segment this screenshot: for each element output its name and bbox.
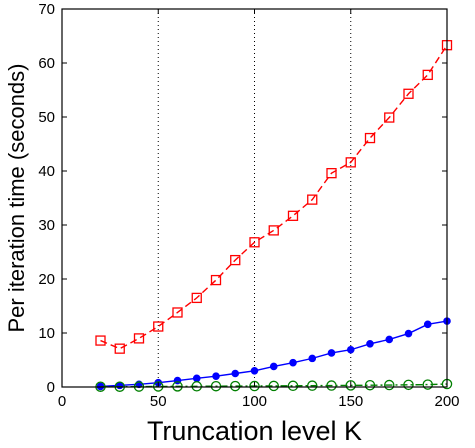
x-tick-label: 150 [338,393,363,410]
x-tick-label: 200 [434,393,459,410]
data-point [133,333,145,344]
data-point [307,194,318,205]
data-point [385,335,394,344]
y-tick-label: 20 [38,271,55,288]
data-point [287,380,299,392]
data-point [403,379,414,391]
y-axis-title: Per iteration time (seconds) [4,64,29,333]
series-line [100,320,448,388]
data-point [230,254,241,266]
series-line [100,44,448,350]
data-point [289,358,297,367]
series-line [100,383,448,388]
x-tick-label: 50 [150,393,167,410]
series-layer [95,40,453,392]
data-point [364,379,376,391]
data-point [231,369,240,378]
data-point [229,380,241,392]
data-point [326,380,337,391]
series-1 [95,40,453,354]
reference-lines [157,9,352,387]
data-point [326,168,337,179]
data-point [403,88,414,99]
data-point [308,354,317,363]
data-point [268,225,279,236]
data-point [249,237,260,248]
data-point [366,340,374,348]
data-point [306,380,318,391]
y-tick-label: 70 [38,1,55,18]
y-tick-label: 50 [38,109,55,126]
tick-labels: 0 50 100 150 200 0 10 20 30 40 50 60 70 [38,1,459,410]
y-tick-label: 40 [38,163,55,180]
data-point [364,132,376,144]
data-point [423,320,432,329]
data-point [249,380,260,392]
y-tick-label: 0 [47,379,55,396]
data-point [345,157,356,168]
data-point [210,274,222,286]
data-point [191,292,202,304]
data-point [212,372,220,381]
y-tick-label: 60 [38,55,55,72]
data-point [422,69,433,81]
data-point [191,381,202,392]
y-tick-label: 30 [38,217,55,234]
x-axis-title: Truncation level K [147,416,362,446]
data-point [192,374,201,383]
tick-marks [61,8,448,388]
data-point [404,329,413,338]
data-point [384,112,395,123]
data-point [250,367,259,375]
series-3 [95,378,453,392]
data-point [172,381,183,392]
data-point [268,380,279,392]
data-point [327,349,336,357]
data-point [383,379,395,391]
data-point [95,335,106,346]
data-point [153,321,164,332]
data-point [269,362,278,371]
data-point [346,345,355,354]
data-point [422,379,433,390]
data-point [114,343,125,354]
data-point [172,307,183,318]
series-2 [96,317,451,391]
data-point [287,210,299,221]
data-point [345,380,356,391]
data-point [210,380,222,392]
x-tick-label: 0 [58,393,66,410]
y-tick-label: 10 [38,325,55,342]
x-tick-label: 100 [242,393,267,410]
